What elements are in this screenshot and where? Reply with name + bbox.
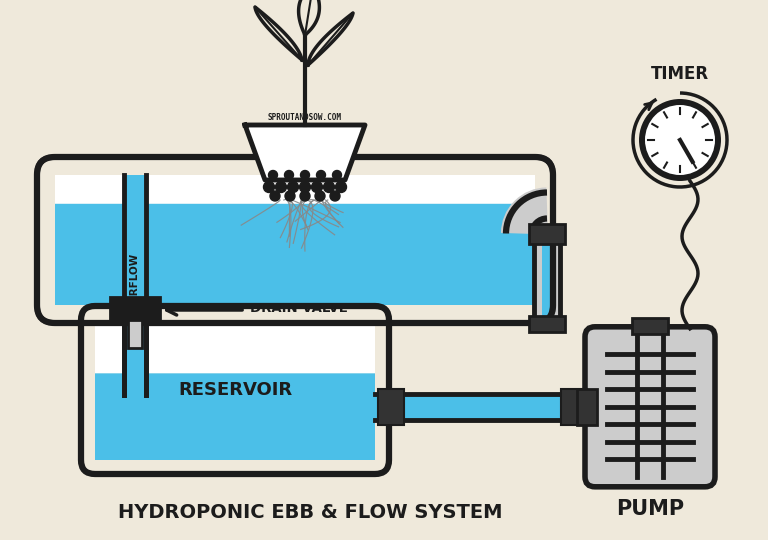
Circle shape [645, 105, 715, 175]
Bar [534, 233, 560, 329]
Text: RESERVOIR: RESERVOIR [178, 381, 292, 399]
Polygon shape [245, 125, 365, 180]
Circle shape [300, 181, 310, 192]
Circle shape [276, 181, 286, 192]
Bar [637, 329, 663, 477]
Bar [561, 389, 587, 425]
FancyBboxPatch shape [37, 157, 553, 323]
FancyBboxPatch shape [55, 204, 535, 305]
Circle shape [285, 191, 295, 201]
Circle shape [287, 181, 299, 192]
Circle shape [323, 181, 335, 192]
Text: PUMP: PUMP [616, 499, 684, 519]
Circle shape [300, 171, 310, 179]
Circle shape [263, 181, 274, 192]
FancyBboxPatch shape [95, 373, 375, 460]
Bar [529, 224, 565, 244]
Circle shape [312, 181, 323, 192]
Bar [128, 320, 142, 348]
Circle shape [300, 191, 310, 201]
Bar [375, 394, 590, 420]
FancyBboxPatch shape [55, 175, 535, 204]
Text: SPROUTANDSOW.COM: SPROUTANDSOW.COM [268, 112, 342, 122]
Bar [542, 233, 552, 329]
Text: TIMER: TIMER [651, 65, 709, 83]
Circle shape [333, 171, 342, 179]
Circle shape [269, 171, 277, 179]
Text: DRAIN VALVE: DRAIN VALVE [250, 301, 348, 314]
FancyBboxPatch shape [585, 327, 715, 487]
Polygon shape [299, 0, 319, 35]
Circle shape [284, 171, 293, 179]
Circle shape [639, 99, 721, 181]
FancyBboxPatch shape [95, 320, 375, 373]
Bar [124, 320, 146, 395]
Polygon shape [308, 13, 353, 65]
FancyBboxPatch shape [55, 204, 535, 305]
Bar [378, 389, 404, 425]
Circle shape [336, 181, 346, 192]
FancyBboxPatch shape [55, 175, 535, 204]
Text: HYDROPONIC EBB & FLOW SYSTEM: HYDROPONIC EBB & FLOW SYSTEM [118, 503, 502, 522]
Circle shape [270, 191, 280, 201]
Bar [124, 175, 146, 395]
Text: OVERFLOW: OVERFLOW [130, 252, 140, 318]
Bar [577, 389, 597, 425]
Circle shape [330, 191, 340, 201]
Circle shape [315, 191, 325, 201]
Bar [529, 316, 565, 332]
Bar [632, 318, 668, 334]
Polygon shape [255, 7, 302, 60]
Bar [110, 297, 160, 323]
Circle shape [316, 171, 326, 179]
